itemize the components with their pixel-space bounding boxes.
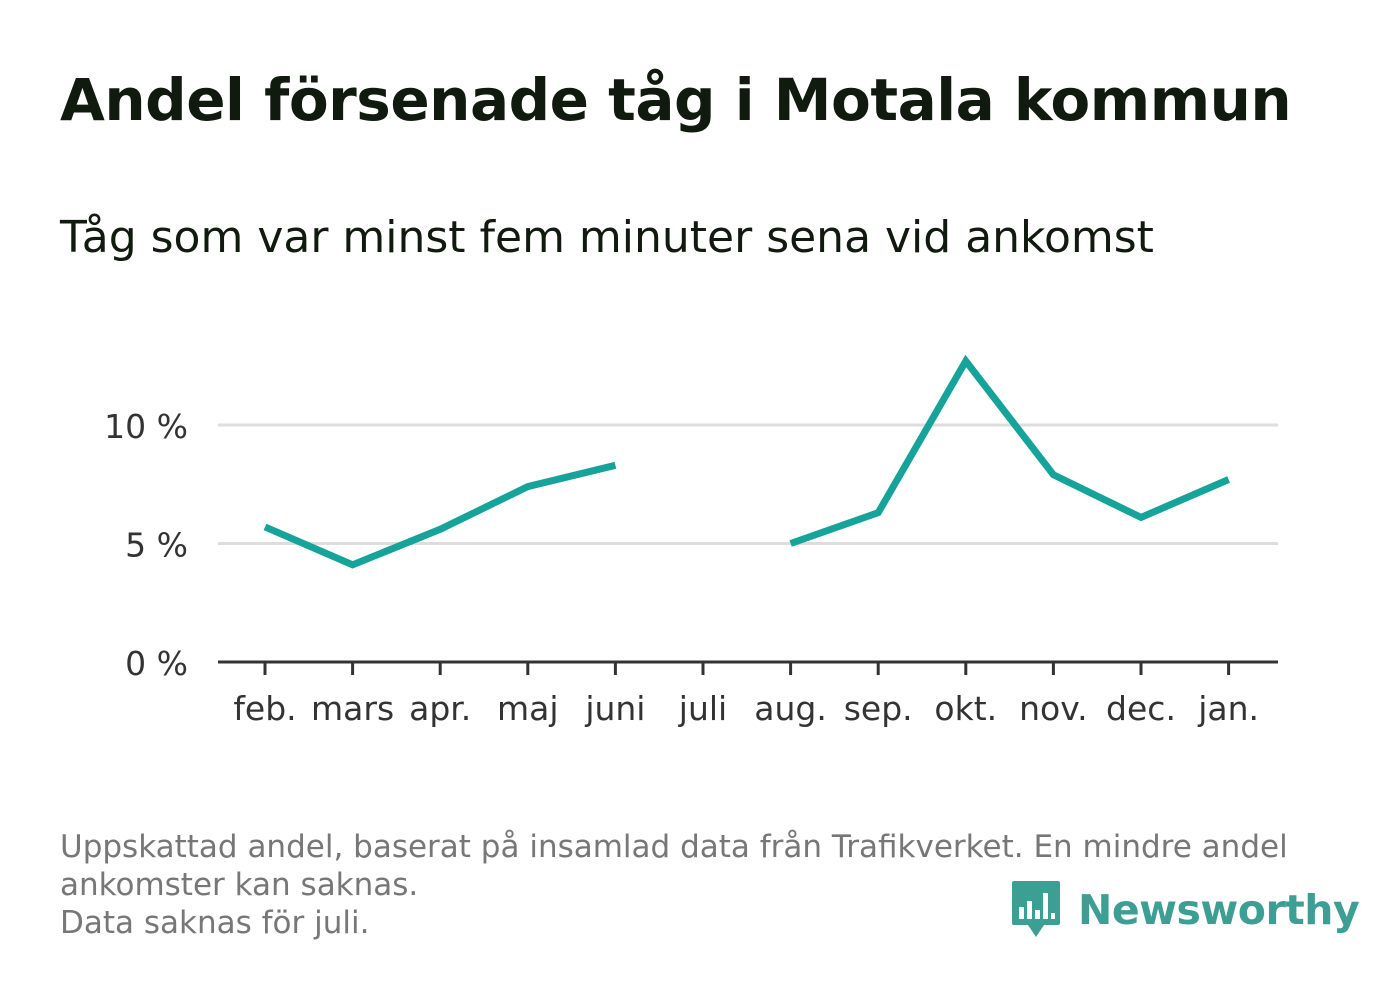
x-tick-label: sep. [844,689,913,728]
x-tick-label: jan. [1197,689,1259,728]
y-tick-label: 0 % [125,644,188,683]
x-tick-label: juni [584,689,645,728]
x-tick-labels: feb. mars apr. maj juni juli aug. sep. okt. nov. d… [233,689,1259,728]
series-lines [263,354,1230,569]
newsworthy-logo: Newsworthy [1010,878,1360,942]
chart-subtitle: Tåg som var minst fem minuter sena vid a… [60,212,1154,263]
gridlines [218,423,1278,545]
series-line-segment-2 [789,354,1230,547]
footnote-line-1: Uppskattad andel, baserat på insamlad da… [60,829,1288,865]
y-tick-label: 5 % [125,526,188,565]
chart-title: Andel försenade tåg i Motala kommun [60,66,1292,134]
x-tick-label: aug. [754,689,827,728]
x-tick-label: okt. [934,689,997,728]
x-tick-label: dec. [1106,689,1176,728]
y-tick-label: 10 % [104,407,188,446]
logo-text: Newsworthy [1078,886,1360,934]
x-tick-label: maj [497,689,559,728]
x-tick-label: apr. [409,689,471,728]
x-tick-label: juli [678,689,727,728]
y-tick-labels: 0 % 5 % 10 % [104,407,188,683]
footnote-line-3: Data saknas för juli. [60,905,370,941]
bar-chart-speech-bubble-icon [1012,881,1060,937]
footnote: Uppskattad andel, baserat på insamlad da… [60,828,1320,942]
x-tick-label: mars [311,689,394,728]
footnote-line-2: ankomster kan saknas. [60,867,419,903]
series-line-segment-1 [263,461,617,569]
x-tick-label: nov. [1019,689,1088,728]
x-tick-label: feb. [233,689,296,728]
x-axis [218,660,1278,675]
